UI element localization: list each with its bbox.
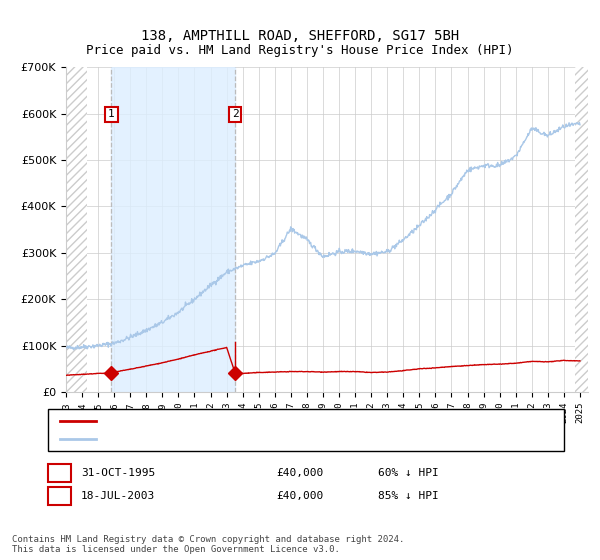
Text: £40,000: £40,000	[276, 468, 323, 478]
Text: 1: 1	[108, 109, 115, 119]
Text: 1: 1	[56, 468, 63, 478]
Bar	[575, 67, 588, 392]
Text: HPI: Average price, detached house, Central Bedfordshire: HPI: Average price, detached house, Cent…	[108, 434, 458, 444]
Text: 2: 2	[56, 491, 63, 501]
Text: £40,000: £40,000	[276, 491, 323, 501]
Text: 138, AMPTHILL ROAD, SHEFFORD, SG17 5BH (detached house): 138, AMPTHILL ROAD, SHEFFORD, SG17 5BH (…	[108, 416, 452, 426]
Text: 18-JUL-2003: 18-JUL-2003	[81, 491, 155, 501]
Text: Contains HM Land Registry data © Crown copyright and database right 2024.
This d: Contains HM Land Registry data © Crown c…	[12, 535, 404, 554]
Text: 31-OCT-1995: 31-OCT-1995	[81, 468, 155, 478]
Text: 60% ↓ HPI: 60% ↓ HPI	[378, 468, 439, 478]
Text: Price paid vs. HM Land Registry's House Price Index (HPI): Price paid vs. HM Land Registry's House …	[86, 44, 514, 57]
Text: 85% ↓ HPI: 85% ↓ HPI	[378, 491, 439, 501]
Bar	[66, 67, 87, 392]
Text: 138, AMPTHILL ROAD, SHEFFORD, SG17 5BH: 138, AMPTHILL ROAD, SHEFFORD, SG17 5BH	[141, 29, 459, 44]
Bar	[112, 67, 235, 392]
Text: 2: 2	[232, 109, 239, 119]
